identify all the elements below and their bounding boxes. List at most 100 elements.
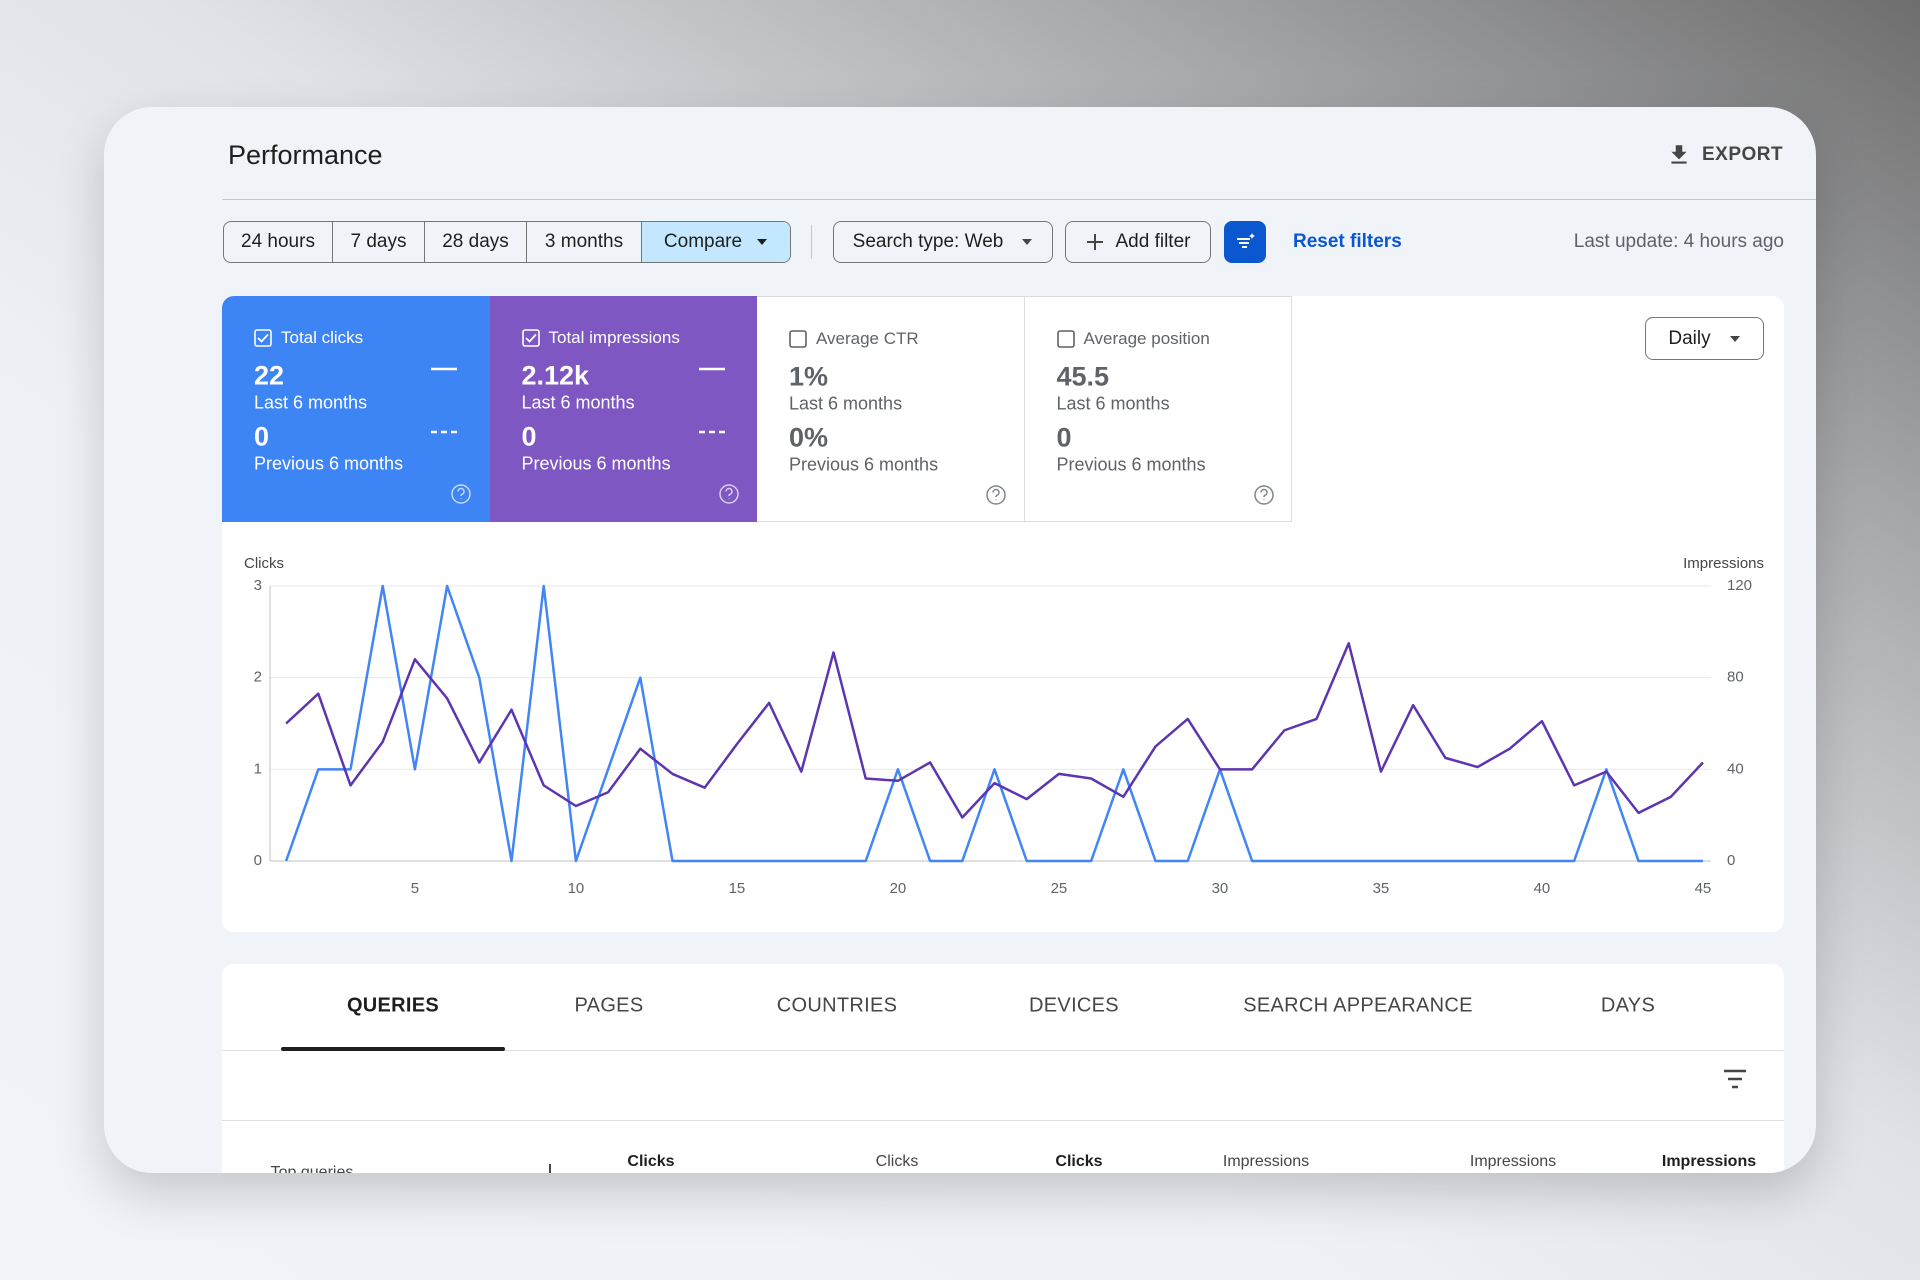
tab[interactable]: COUNTRIES	[776, 994, 898, 1017]
reset-filters-link[interactable]: Reset filters	[1293, 231, 1402, 252]
dropdown-arrow	[1729, 335, 1740, 342]
y2-tick-label: 40	[1727, 760, 1744, 777]
date-range-option[interactable]: 24 hours	[224, 222, 333, 262]
y-tick-label: 0	[254, 852, 262, 869]
arrow-shape	[757, 239, 768, 245]
results-panel: QUERIES PAGES COUNTRIES DEVICES SEARCH APPEA…	[222, 964, 1784, 1173]
metric-value: 2.12k	[521, 360, 590, 391]
x-tick-label: 15	[729, 880, 746, 897]
metric-tile[interactable]: Total impressions 2.12k Last 6 months 0 Prev…	[489, 296, 757, 522]
dropdown-arrow	[1022, 239, 1033, 245]
checkbox[interactable]	[789, 330, 807, 348]
divider	[222, 1050, 1784, 1051]
series-line	[285, 642, 1704, 819]
x-tick-label: 10	[568, 880, 585, 897]
export-button[interactable]: EXPORT	[1666, 141, 1783, 169]
metric-previous-value: 0	[1056, 422, 1072, 453]
tab[interactable]: DEVICES	[1029, 994, 1119, 1017]
checkbox[interactable]	[1056, 330, 1075, 348]
column-header[interactable]: Clicks	[627, 1153, 675, 1170]
metric-label: Total impressions	[548, 328, 680, 347]
help-circle	[451, 484, 471, 504]
date-range-label: 7 days	[350, 231, 407, 252]
x-tick-label: 20	[890, 880, 907, 897]
column-header[interactable]: Impressions	[1222, 1153, 1310, 1170]
search-type-label: Search type: Web	[852, 231, 1004, 252]
help-icon[interactable]	[718, 483, 740, 505]
column-header[interactable]: Clicks	[875, 1153, 919, 1170]
download-icon	[1671, 145, 1687, 164]
metric-tile[interactable]: Average position 45.5 Last 6 months 0 Previo…	[1024, 296, 1292, 522]
metric-tile[interactable]: Total clicks 22 Last 6 months 0 Previous 6 m…	[222, 296, 490, 522]
performance-card: Performance EXPORT 24 hours 7 days 28 days…	[104, 107, 1816, 1173]
checkbox-checked[interactable]	[254, 329, 272, 347]
metric-previous-value: 0	[521, 421, 537, 452]
separator	[811, 225, 812, 259]
date-range-label: 24 hours	[241, 231, 315, 252]
table-filter-icon[interactable]	[1723, 1068, 1747, 1090]
help-icon[interactable]	[1253, 484, 1275, 506]
tab[interactable]: PAGES	[574, 994, 644, 1017]
divider	[222, 199, 1816, 200]
metric-value: 1%	[789, 361, 829, 392]
export-label: EXPORT	[1702, 144, 1784, 165]
checkbox-box	[789, 330, 807, 348]
metric-value: 45.5	[1056, 361, 1110, 392]
help-mark	[724, 487, 733, 500]
checkmark	[257, 333, 269, 343]
x-tick-label: 40	[1534, 880, 1551, 897]
y-tick-label: 3	[254, 577, 262, 594]
checkbox-box	[521, 329, 540, 347]
search-type-button[interactable]: Search type: Web	[833, 221, 1053, 263]
y-tick-label: 2	[254, 669, 262, 686]
help-icon[interactable]	[450, 483, 472, 505]
tab[interactable]: DAYS	[1600, 994, 1656, 1017]
metrics-panel: Daily 0 1 2 3 0 40 80 120 5 10 15 20 25 30 35 40 45 Click…	[222, 296, 1784, 932]
filter-icon	[1237, 233, 1255, 248]
date-range-option[interactable]: 7 days	[333, 222, 425, 262]
y-axis-title: Clicks	[244, 555, 284, 572]
metric-previous-value: 0	[254, 421, 270, 452]
date-range-option[interactable]: Compare	[642, 222, 790, 262]
help-mark	[457, 487, 465, 500]
metric-label: Average CTR	[816, 329, 919, 348]
legend-dashes	[698, 367, 725, 434]
granularity-dropdown[interactable]: Daily	[1645, 317, 1764, 360]
date-range-option[interactable]: 28 days	[425, 222, 527, 262]
checkbox-checked[interactable]	[521, 329, 540, 347]
add-filter-label: Add filter	[1115, 231, 1191, 252]
column-header[interactable]: Impressions	[1661, 1153, 1757, 1170]
help-icon[interactable]	[985, 484, 1007, 506]
column-header[interactable]: Top queries	[270, 1164, 354, 1173]
legend-dashes	[431, 367, 457, 434]
metric-previous-period: Previous 6 months	[254, 453, 404, 474]
x-tick-label: 5	[411, 880, 419, 897]
metric-previous-period: Previous 6 months	[1056, 454, 1206, 475]
date-range-option[interactable]: 3 months	[527, 222, 642, 262]
date-range-label: 3 months	[544, 231, 624, 252]
filter-settings-button[interactable]	[1224, 221, 1266, 263]
help-circle	[986, 485, 1006, 505]
tab[interactable]: QUERIES	[346, 994, 440, 1017]
tab-indicator	[281, 1047, 505, 1051]
x-tick-label: 30	[1212, 880, 1229, 897]
tab[interactable]: SEARCH APPEARANCE	[1243, 994, 1473, 1017]
date-range-label: 28 days	[442, 231, 509, 252]
sort-arrow	[549, 1164, 551, 1173]
metric-period: Last 6 months	[789, 393, 903, 414]
checkmark	[524, 333, 537, 343]
metric-label: Average position	[1083, 329, 1210, 348]
divider	[222, 1120, 1784, 1121]
metric-previous-period: Previous 6 months	[521, 453, 671, 474]
help-mark	[992, 488, 1000, 501]
column-header[interactable]: Impressions	[1469, 1153, 1557, 1170]
series-line	[284, 584, 1703, 863]
column-header[interactable]: Clicks	[1055, 1153, 1103, 1170]
metric-value: 22	[254, 360, 285, 391]
date-range-label: Compare	[663, 231, 743, 252]
add-filter-button[interactable]: Add filter	[1065, 221, 1211, 263]
metric-tile[interactable]: Average CTR 1% Last 6 months 0% Previous 6 m…	[757, 296, 1025, 522]
y2-tick-label: 120	[1727, 577, 1752, 594]
